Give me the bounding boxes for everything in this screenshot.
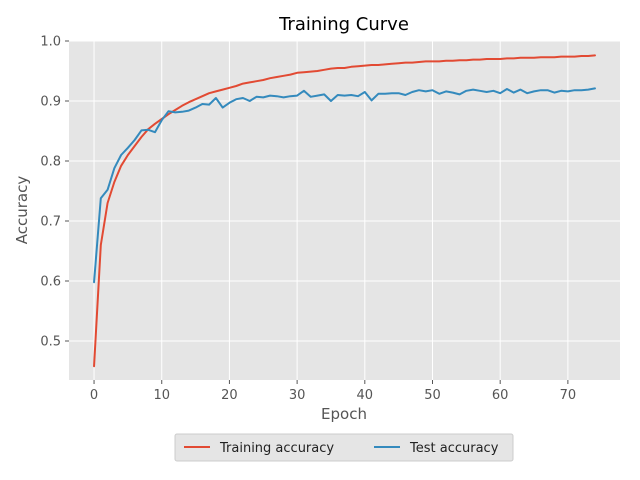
y-tick-label: 0.7 (40, 215, 61, 230)
y-axis-label: Accuracy (13, 176, 31, 245)
series-layer (93, 54, 596, 368)
x-axis-label: Epoch (321, 405, 367, 423)
x-tick-label: 70 (560, 388, 577, 403)
y-axis-ticks: 0.5 0.6 0.7 0.8 0.9 1.0 (40, 35, 69, 350)
x-tick-label: 60 (492, 388, 509, 403)
legend-box (174, 433, 514, 462)
x-tick-label: 0 (90, 388, 98, 403)
y-tick-label: 0.9 (40, 95, 61, 110)
x-tick-label: 40 (357, 388, 374, 403)
series-line-training-accuracy (93, 54, 596, 368)
y-tick-label: 0.5 (40, 335, 61, 350)
x-tick-label: 50 (424, 388, 441, 403)
x-axis-ticks: 0 10 20 30 40 50 60 70 (90, 380, 576, 403)
y-tick-label: 1.0 (40, 35, 61, 50)
y-tick-label: 0.6 (40, 275, 61, 290)
legend-label-training: Training accuracy (219, 441, 334, 456)
legend-label-test: Test accuracy (409, 441, 499, 456)
x-tick-label: 30 (289, 388, 306, 403)
legend: Training accuracy Test accuracy (174, 433, 514, 462)
x-tick-label: 20 (221, 388, 238, 403)
y-tick-label: 0.8 (40, 155, 61, 170)
x-tick-label: 10 (153, 388, 170, 403)
grid-lines (69, 40, 620, 380)
chart-title: Training Curve (278, 14, 409, 35)
series-line-test-accuracy (93, 87, 596, 284)
plot-background (69, 41, 620, 380)
